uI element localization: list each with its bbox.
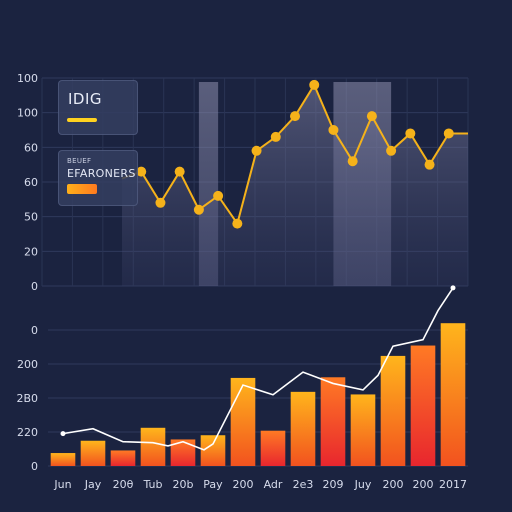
y-tick-label: 50 <box>24 211 38 224</box>
data-point <box>232 218 243 229</box>
bar-chart: 0 200 2B0 220 0 Jun Jay 20θ Tub 20b Pay 200 Adr 2e3 20… <box>16 285 468 491</box>
y-tick-label: 0 <box>31 280 38 293</box>
x-tick-label: Tub <box>142 478 162 491</box>
legend-entry-label: IDIG <box>68 90 103 108</box>
bar <box>290 391 316 466</box>
data-point <box>309 79 320 90</box>
y-tick-label: 2B0 <box>16 392 38 405</box>
legend-swatch-line <box>67 118 97 122</box>
line-chart: 100 100 60 60 50 20 0 <box>17 72 469 293</box>
x-tick-label: Jun <box>53 478 71 491</box>
x-tick-label: 200 <box>383 478 404 491</box>
data-point <box>136 166 147 177</box>
data-point <box>270 131 281 142</box>
data-point <box>347 156 358 167</box>
x-tick-label: 2017 <box>439 478 467 491</box>
legend-primary: IDIG <box>58 80 138 135</box>
data-point <box>405 128 416 139</box>
data-point <box>443 128 454 139</box>
data-point <box>213 190 224 201</box>
y-tick-label: 20 <box>24 245 38 258</box>
legend-entry-caption: BEUEF <box>67 157 92 165</box>
y-tick-label: 220 <box>17 426 38 439</box>
bar <box>50 453 76 466</box>
data-point <box>366 111 377 122</box>
bar <box>110 450 136 466</box>
data-point <box>155 197 166 208</box>
x-tick-label: Jay <box>84 478 102 491</box>
overlay-line <box>62 287 454 451</box>
data-point <box>424 159 435 170</box>
bar <box>320 377 346 466</box>
bar <box>80 440 106 466</box>
bar <box>200 435 226 466</box>
bar <box>230 377 256 466</box>
data-point <box>328 125 339 135</box>
y-tick-label: 0 <box>31 460 38 473</box>
bar <box>260 430 286 466</box>
overlay-point <box>450 285 456 291</box>
x-tick-label: 200 <box>233 478 254 491</box>
data-point <box>174 166 185 177</box>
x-tick-label: Adr <box>264 478 283 491</box>
x-tick-label: 20θ <box>113 478 134 491</box>
overlay-point <box>60 431 66 437</box>
y-tick-label: 100 <box>17 107 38 120</box>
y-tick-label: 0 <box>31 324 38 337</box>
bar <box>380 355 406 466</box>
bar <box>440 323 466 466</box>
data-point <box>386 145 397 156</box>
y-tick-label: 60 <box>24 176 38 189</box>
legend-secondary: BEUEF EFARONERS <box>58 150 138 206</box>
legend-entry-label: EFARONERS <box>67 167 136 180</box>
y-tick-label: 60 <box>24 141 38 154</box>
data-point <box>251 145 262 156</box>
legend-swatch-bar <box>67 184 97 194</box>
data-point <box>290 111 300 122</box>
y-tick-label: 100 <box>17 72 38 85</box>
x-tick-label: 200 <box>413 478 434 491</box>
x-tick-label: 20b <box>173 478 194 491</box>
x-tick-label: 209 <box>323 478 344 491</box>
bar <box>410 345 436 466</box>
x-tick-label: Pay <box>203 478 223 491</box>
x-tick-label: Juy <box>354 478 372 491</box>
bar <box>140 427 166 466</box>
y-tick-label: 200 <box>17 358 38 371</box>
bar <box>350 394 376 466</box>
data-point <box>193 204 204 215</box>
x-tick-label: 2e3 <box>293 478 314 491</box>
